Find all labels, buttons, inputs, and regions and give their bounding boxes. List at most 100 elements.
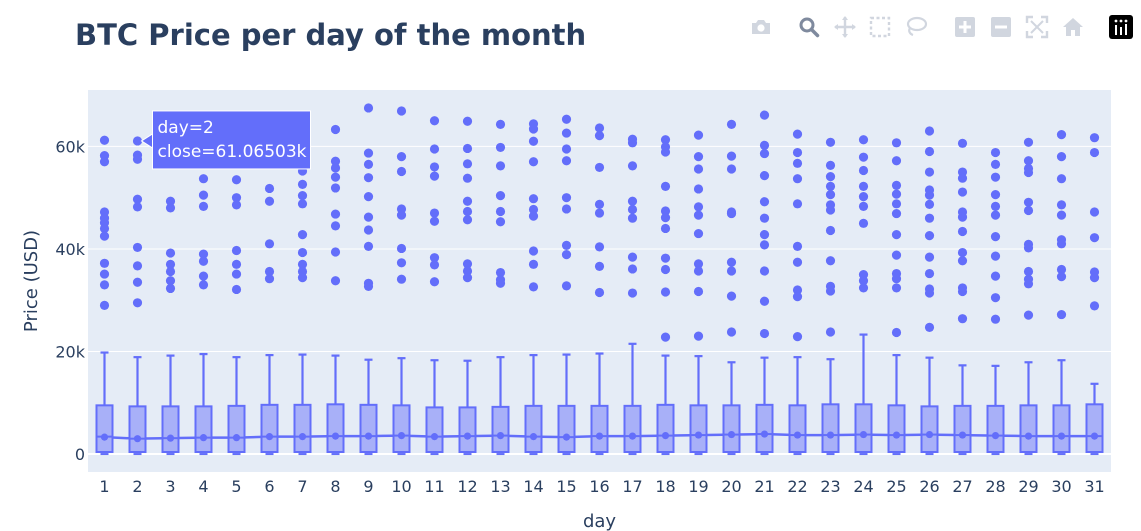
outlier-point[interactable]: [858, 181, 869, 191]
outlier-point[interactable]: [462, 266, 473, 276]
outlier-point[interactable]: [132, 136, 143, 146]
outlier-point[interactable]: [957, 173, 968, 183]
outlier-point[interactable]: [330, 156, 341, 166]
outlier-point[interactable]: [429, 208, 440, 218]
outlier-point[interactable]: [825, 137, 836, 147]
outlier-point[interactable]: [858, 135, 869, 145]
outlier-point[interactable]: [792, 199, 803, 209]
outlier-point[interactable]: [429, 216, 440, 226]
outlier-point[interactable]: [429, 144, 440, 154]
outlier-point[interactable]: [1056, 264, 1067, 275]
outlier-point[interactable]: [363, 281, 374, 291]
outlier-point[interactable]: [957, 247, 968, 258]
outlier-point[interactable]: [1089, 233, 1100, 243]
outlier-point[interactable]: [660, 264, 671, 275]
outlier-point[interactable]: [528, 124, 539, 134]
box-day-21[interactable]: [755, 356, 774, 456]
outlier-point[interactable]: [825, 190, 836, 200]
lasso-select-icon[interactable]: [902, 12, 930, 42]
box-day-17[interactable]: [623, 342, 642, 456]
outlier-point[interactable]: [561, 204, 572, 214]
outlier-point[interactable]: [561, 193, 572, 203]
outlier-point[interactable]: [1023, 156, 1034, 166]
outlier-point[interactable]: [429, 253, 440, 263]
outlier-point[interactable]: [627, 204, 638, 215]
outlier-point[interactable]: [363, 173, 374, 183]
outlier-point[interactable]: [231, 269, 242, 279]
outlier-point[interactable]: [594, 131, 605, 141]
outlier-point[interactable]: [990, 232, 1001, 242]
outlier-point[interactable]: [627, 252, 638, 262]
outlier-point[interactable]: [759, 229, 770, 240]
outlier-point[interactable]: [330, 124, 341, 135]
outlier-point[interactable]: [891, 274, 902, 284]
pan-icon[interactable]: [831, 12, 859, 42]
outlier-point[interactable]: [330, 183, 341, 193]
box-day-22[interactable]: [788, 356, 807, 456]
outlier-point[interactable]: [858, 283, 869, 293]
outlier-point[interactable]: [759, 110, 770, 120]
box-day-14[interactable]: [524, 353, 543, 456]
outlier-point[interactable]: [726, 257, 737, 267]
outlier-point[interactable]: [528, 282, 539, 292]
outlier-point[interactable]: [660, 181, 671, 191]
outlier-point[interactable]: [660, 213, 671, 223]
outlier-point[interactable]: [1056, 210, 1067, 220]
outlier-point[interactable]: [990, 190, 1001, 200]
outlier-point[interactable]: [957, 212, 968, 222]
outlier-point[interactable]: [627, 161, 638, 171]
outlier-point[interactable]: [792, 332, 803, 342]
outlier-point[interactable]: [264, 274, 275, 284]
outlier-point[interactable]: [99, 269, 110, 279]
outlier-point[interactable]: [330, 172, 341, 182]
box-day-2[interactable]: [128, 356, 147, 456]
outlier-point[interactable]: [858, 165, 869, 176]
outlier-point[interactable]: [957, 187, 968, 197]
outlier-point[interactable]: [924, 268, 935, 279]
autoscale-icon[interactable]: [1023, 12, 1051, 42]
outlier-point[interactable]: [297, 179, 308, 189]
outlier-point[interactable]: [1056, 152, 1067, 162]
outlier-point[interactable]: [924, 126, 935, 136]
outlier-point[interactable]: [693, 266, 704, 276]
box-day-31[interactable]: [1085, 382, 1104, 456]
outlier-point[interactable]: [891, 250, 902, 260]
box-day-25[interactable]: [887, 353, 906, 456]
box-day-29[interactable]: [1019, 361, 1038, 456]
outlier-point[interactable]: [462, 143, 473, 154]
outlier-point[interactable]: [891, 189, 902, 199]
outlier-point[interactable]: [924, 146, 935, 157]
outlier-point[interactable]: [1089, 147, 1100, 158]
outlier-point[interactable]: [1056, 309, 1067, 320]
outlier-point[interactable]: [792, 129, 803, 139]
outlier-point[interactable]: [693, 202, 704, 212]
outlier-point[interactable]: [165, 196, 176, 206]
outlier-point[interactable]: [330, 221, 341, 231]
box-day-19[interactable]: [689, 355, 708, 456]
outlier-point[interactable]: [924, 167, 935, 177]
boxes-layer[interactable]: [95, 333, 1104, 456]
outlier-point[interactable]: [825, 286, 836, 296]
box-day-6[interactable]: [260, 353, 279, 456]
zoom-icon[interactable]: [795, 12, 823, 42]
outlier-point[interactable]: [858, 192, 869, 202]
outlier-point[interactable]: [528, 157, 539, 167]
outlier-point[interactable]: [231, 284, 242, 295]
outlier-point[interactable]: [561, 281, 572, 291]
outlier-point[interactable]: [1056, 200, 1067, 210]
outlier-point[interactable]: [660, 147, 671, 157]
outlier-point[interactable]: [198, 174, 209, 184]
outlier-point[interactable]: [825, 205, 836, 215]
outlier-point[interactable]: [231, 175, 242, 185]
outlier-point[interactable]: [594, 287, 605, 298]
outlier-point[interactable]: [264, 266, 275, 277]
outlier-point[interactable]: [264, 183, 275, 194]
outlier-point[interactable]: [528, 204, 539, 215]
outlier-point[interactable]: [363, 225, 374, 235]
outlier-point[interactable]: [99, 280, 110, 290]
outlier-point[interactable]: [363, 192, 374, 202]
outlier-point[interactable]: [495, 278, 506, 288]
box-day-28[interactable]: [986, 364, 1005, 456]
outlier-point[interactable]: [363, 241, 374, 251]
outlier-point[interactable]: [825, 225, 836, 236]
